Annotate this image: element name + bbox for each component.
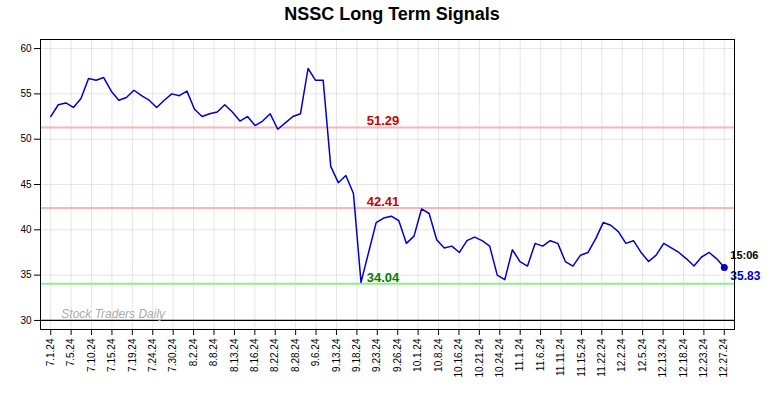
svg-text:30: 30 bbox=[20, 315, 32, 326]
svg-text:9.18.24: 9.18.24 bbox=[351, 338, 362, 372]
svg-text:34.04: 34.04 bbox=[367, 270, 400, 285]
svg-text:9.26.24: 9.26.24 bbox=[392, 338, 403, 372]
svg-text:11.22.24: 11.22.24 bbox=[596, 338, 607, 377]
svg-text:12.27.24: 12.27.24 bbox=[718, 338, 729, 377]
html-text:NSSC Long Term Signals: NSSC Long Term Signals bbox=[284, 4, 500, 24]
svg-text:7.10.24: 7.10.24 bbox=[86, 338, 97, 372]
svg-text:10.1.24: 10.1.24 bbox=[412, 338, 423, 372]
svg-text:7.5.24: 7.5.24 bbox=[65, 338, 76, 366]
svg-text:7.15.24: 7.15.24 bbox=[106, 338, 117, 372]
svg-text:50: 50 bbox=[20, 133, 32, 144]
svg-text:7.30.24: 7.30.24 bbox=[167, 338, 178, 372]
svg-text:40: 40 bbox=[20, 224, 32, 235]
svg-text:8.2.24: 8.2.24 bbox=[188, 338, 199, 366]
svg-text:51.29: 51.29 bbox=[367, 113, 400, 128]
svg-text:7.24.24: 7.24.24 bbox=[147, 338, 158, 372]
svg-text:12.18.24: 12.18.24 bbox=[678, 338, 689, 377]
svg-text:10.21.24: 10.21.24 bbox=[474, 338, 485, 377]
svg-text:9.23.24: 9.23.24 bbox=[371, 338, 382, 372]
svg-text:10.8.24: 10.8.24 bbox=[433, 338, 444, 372]
svg-text:35: 35 bbox=[20, 269, 32, 280]
svg-text:8.8.24: 8.8.24 bbox=[208, 338, 219, 366]
svg-text:12.23.24: 12.23.24 bbox=[698, 338, 709, 377]
svg-text:Stock Traders Daily: Stock Traders Daily bbox=[61, 307, 166, 321]
svg-text:7.1.24: 7.1.24 bbox=[45, 338, 56, 366]
svg-text:8.22.24: 8.22.24 bbox=[269, 338, 280, 372]
svg-text:42.41: 42.41 bbox=[367, 194, 400, 209]
svg-text:8.13.24: 8.13.24 bbox=[229, 338, 240, 372]
svg-text:55: 55 bbox=[20, 88, 32, 99]
svg-text:8.28.24: 8.28.24 bbox=[290, 338, 301, 372]
svg-text:35.83: 35.83 bbox=[730, 269, 761, 284]
svg-text:9.6.24: 9.6.24 bbox=[310, 338, 321, 366]
svg-text:10.24.24: 10.24.24 bbox=[494, 338, 505, 377]
svg-text:11.15.24: 11.15.24 bbox=[576, 338, 587, 377]
svg-text:9.13.24: 9.13.24 bbox=[331, 338, 342, 372]
svg-text:12.13.24: 12.13.24 bbox=[657, 338, 668, 377]
svg-text:8.16.24: 8.16.24 bbox=[249, 338, 260, 372]
svg-text:10.16.24: 10.16.24 bbox=[453, 338, 464, 377]
svg-text:60: 60 bbox=[20, 43, 32, 54]
svg-text:11.1.24: 11.1.24 bbox=[514, 338, 525, 371]
svg-text:45: 45 bbox=[20, 179, 32, 190]
svg-text:11.11.24: 11.11.24 bbox=[555, 338, 566, 376]
svg-text:12.2.24: 12.2.24 bbox=[616, 338, 627, 372]
svg-text:7.19.24: 7.19.24 bbox=[127, 338, 138, 372]
svg-text:11.6.24: 11.6.24 bbox=[535, 338, 546, 371]
svg-text:15:06: 15:06 bbox=[730, 248, 759, 261]
svg-text:12.5.24: 12.5.24 bbox=[637, 338, 648, 372]
